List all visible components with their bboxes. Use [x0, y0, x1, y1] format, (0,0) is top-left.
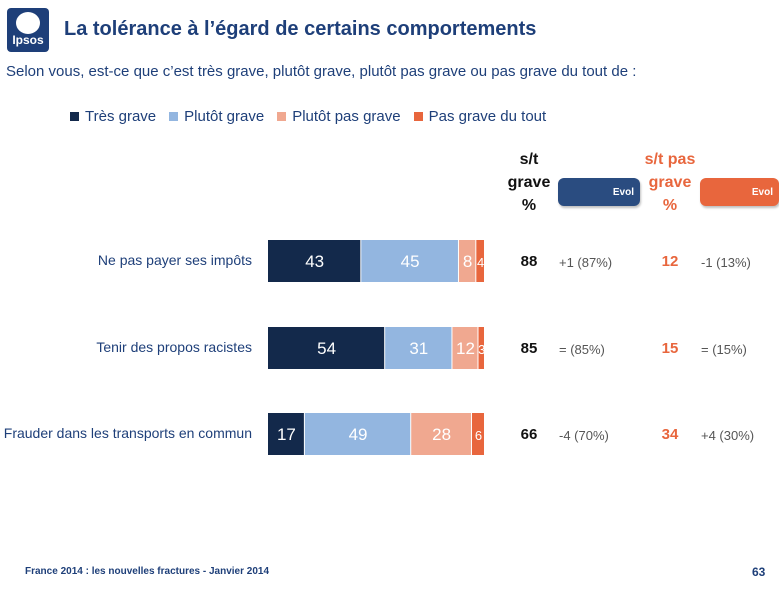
bar-segment — [471, 413, 484, 455]
legend-swatch — [169, 112, 179, 121]
footer-text: France 2014 : les nouvelles fractures - … — [25, 566, 270, 577]
bar-segment — [476, 240, 484, 282]
bar-value-label: 49 — [349, 425, 368, 444]
legend-label: Plutôt grave — [184, 108, 265, 125]
column-header-line: % — [521, 197, 537, 214]
column-header-grave: s/t grave% — [502, 148, 556, 217]
column-header-line: % — [662, 197, 678, 214]
chart-legend: Très grave Plutôt grave Plutôt pas grave Pa… — [70, 108, 546, 125]
bar-value-label: 54 — [317, 339, 336, 358]
evolution-pas-grave: +4 (30%) — [701, 428, 755, 443]
bar-value-label: 31 — [409, 339, 428, 358]
page-title: La tolérance à l’égard de certains compo… — [64, 18, 537, 40]
bar-segment — [268, 240, 361, 282]
bar-value-label: 3 — [478, 342, 485, 357]
subtotal-grave: 66 — [520, 426, 538, 443]
bar-segment — [268, 327, 385, 369]
legend-label: Très grave — [85, 108, 157, 125]
evolution-grave: = (85%) — [559, 342, 605, 357]
subtotal-pas-grave: 34 — [661, 426, 679, 443]
column-header-pas-grave: s/t pas grave% — [632, 148, 708, 217]
bar-segment — [411, 413, 471, 455]
subtotal-grave: 85 — [520, 340, 538, 357]
bar-segment — [458, 240, 476, 282]
page-number: 63 — [752, 565, 766, 579]
column-header-line: s/t pas — [644, 151, 696, 168]
column-header-line: grave — [507, 174, 551, 191]
subtotal-grave: 88 — [520, 253, 538, 270]
legend-item: Pas grave du tout — [413, 108, 547, 125]
bar-value-label: 28 — [432, 425, 451, 444]
page-subtitle: Selon vous, est-ce que c’est très grave,… — [6, 63, 637, 80]
bar-value-label: 45 — [401, 252, 420, 271]
logo-mark-icon — [16, 12, 40, 34]
legend-swatch — [277, 112, 287, 121]
evolution-pas-grave: = (15%) — [701, 342, 747, 357]
bar-value-label: 17 — [277, 425, 296, 444]
column-header-line: grave — [648, 174, 692, 191]
legend-item: Plutôt pas grave — [277, 108, 401, 125]
legend-label: Plutôt pas grave — [292, 108, 401, 125]
category-label: Ne pas payer ses impôts — [97, 252, 252, 268]
bar-segment — [361, 240, 458, 282]
legend-swatch — [413, 112, 423, 121]
evolution-pill-label: Evol — [751, 186, 773, 198]
ipsos-logo: Ipsos — [7, 8, 49, 52]
logo-text: Ipsos — [12, 33, 44, 47]
bar-segment — [304, 413, 411, 455]
evolution-pill-pas-grave: Evol — [700, 178, 779, 206]
evolution-grave: -4 (70%) — [559, 428, 609, 443]
legend-label: Pas grave du tout — [428, 108, 547, 125]
bar-segment — [385, 327, 452, 369]
bar-value-label: 8 — [463, 252, 472, 271]
evolution-grave: +1 (87%) — [559, 255, 613, 270]
column-header-line: s/t — [519, 151, 539, 168]
category-label: Frauder dans les transports en commun — [3, 425, 252, 441]
subtotal-pas-grave: 12 — [661, 253, 679, 270]
bar-segment — [478, 327, 484, 369]
legend-swatch — [70, 112, 79, 121]
legend-item: Très grave — [70, 108, 156, 125]
bar-segment — [452, 327, 478, 369]
bar-segment — [268, 413, 304, 455]
bar-value-label: 12 — [456, 339, 475, 358]
category-label: Tenir des propos racistes — [96, 339, 252, 355]
legend-item: Plutôt grave — [169, 108, 264, 125]
subtotal-pas-grave: 15 — [661, 340, 679, 357]
bar-value-label: 6 — [475, 428, 482, 443]
evolution-pill-label: Evol — [612, 186, 634, 198]
bar-value-label: 4 — [477, 255, 484, 270]
bar-value-label: 43 — [305, 252, 324, 271]
evolution-pill-grave: Evol — [558, 178, 640, 206]
evolution-pas-grave: -1 (13%) — [701, 255, 751, 270]
